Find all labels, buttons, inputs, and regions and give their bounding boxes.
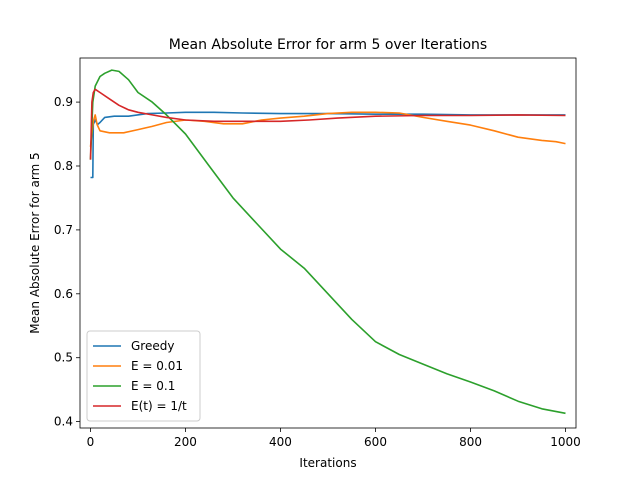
y-tick-label: 0.4 bbox=[54, 415, 73, 429]
y-tick-label: 0.5 bbox=[54, 351, 73, 365]
legend-label-1: Ε = 0.01 bbox=[131, 359, 183, 373]
x-tick-label: 200 bbox=[174, 435, 197, 449]
y-tick-label: 0.6 bbox=[54, 287, 73, 301]
legend-label-3: Ε(t) = 1/t bbox=[131, 399, 187, 413]
x-tick-label: 0 bbox=[87, 435, 95, 449]
y-tick-label: 0.7 bbox=[54, 223, 73, 237]
legend-label-2: Ε = 0.1 bbox=[131, 379, 175, 393]
legend-items: Greedy Ε = 0.01 Ε = 0.1 Ε(t) = 1/t bbox=[93, 339, 187, 413]
legend-label-0: Greedy bbox=[131, 339, 174, 353]
x-axis-label: Iterations bbox=[299, 456, 356, 470]
series-line-3 bbox=[89, 88, 566, 160]
x-axis-ticks: 0 200 400 600 800 1000 bbox=[87, 428, 581, 449]
y-tick-label: 0.8 bbox=[54, 159, 73, 173]
x-tick-label: 400 bbox=[269, 435, 292, 449]
legend: Greedy Ε = 0.01 Ε = 0.1 Ε(t) = 1/t bbox=[86, 330, 201, 422]
y-tick-label: 0.9 bbox=[54, 95, 73, 109]
series-line-2 bbox=[89, 69, 566, 415]
y-axis-ticks: 0.4 0.5 0.6 0.7 0.8 0.9 bbox=[54, 95, 80, 429]
series-layer bbox=[89, 69, 566, 415]
x-tick-label: 800 bbox=[459, 435, 482, 449]
y-axis-label: Mean Absolute Error for arm 5 bbox=[28, 152, 42, 333]
chart-title: Mean Absolute Error for arm 5 over Itera… bbox=[169, 37, 487, 53]
x-tick-label: 600 bbox=[364, 435, 387, 449]
x-tick-label: 1000 bbox=[550, 435, 581, 449]
legend-box bbox=[86, 330, 201, 422]
